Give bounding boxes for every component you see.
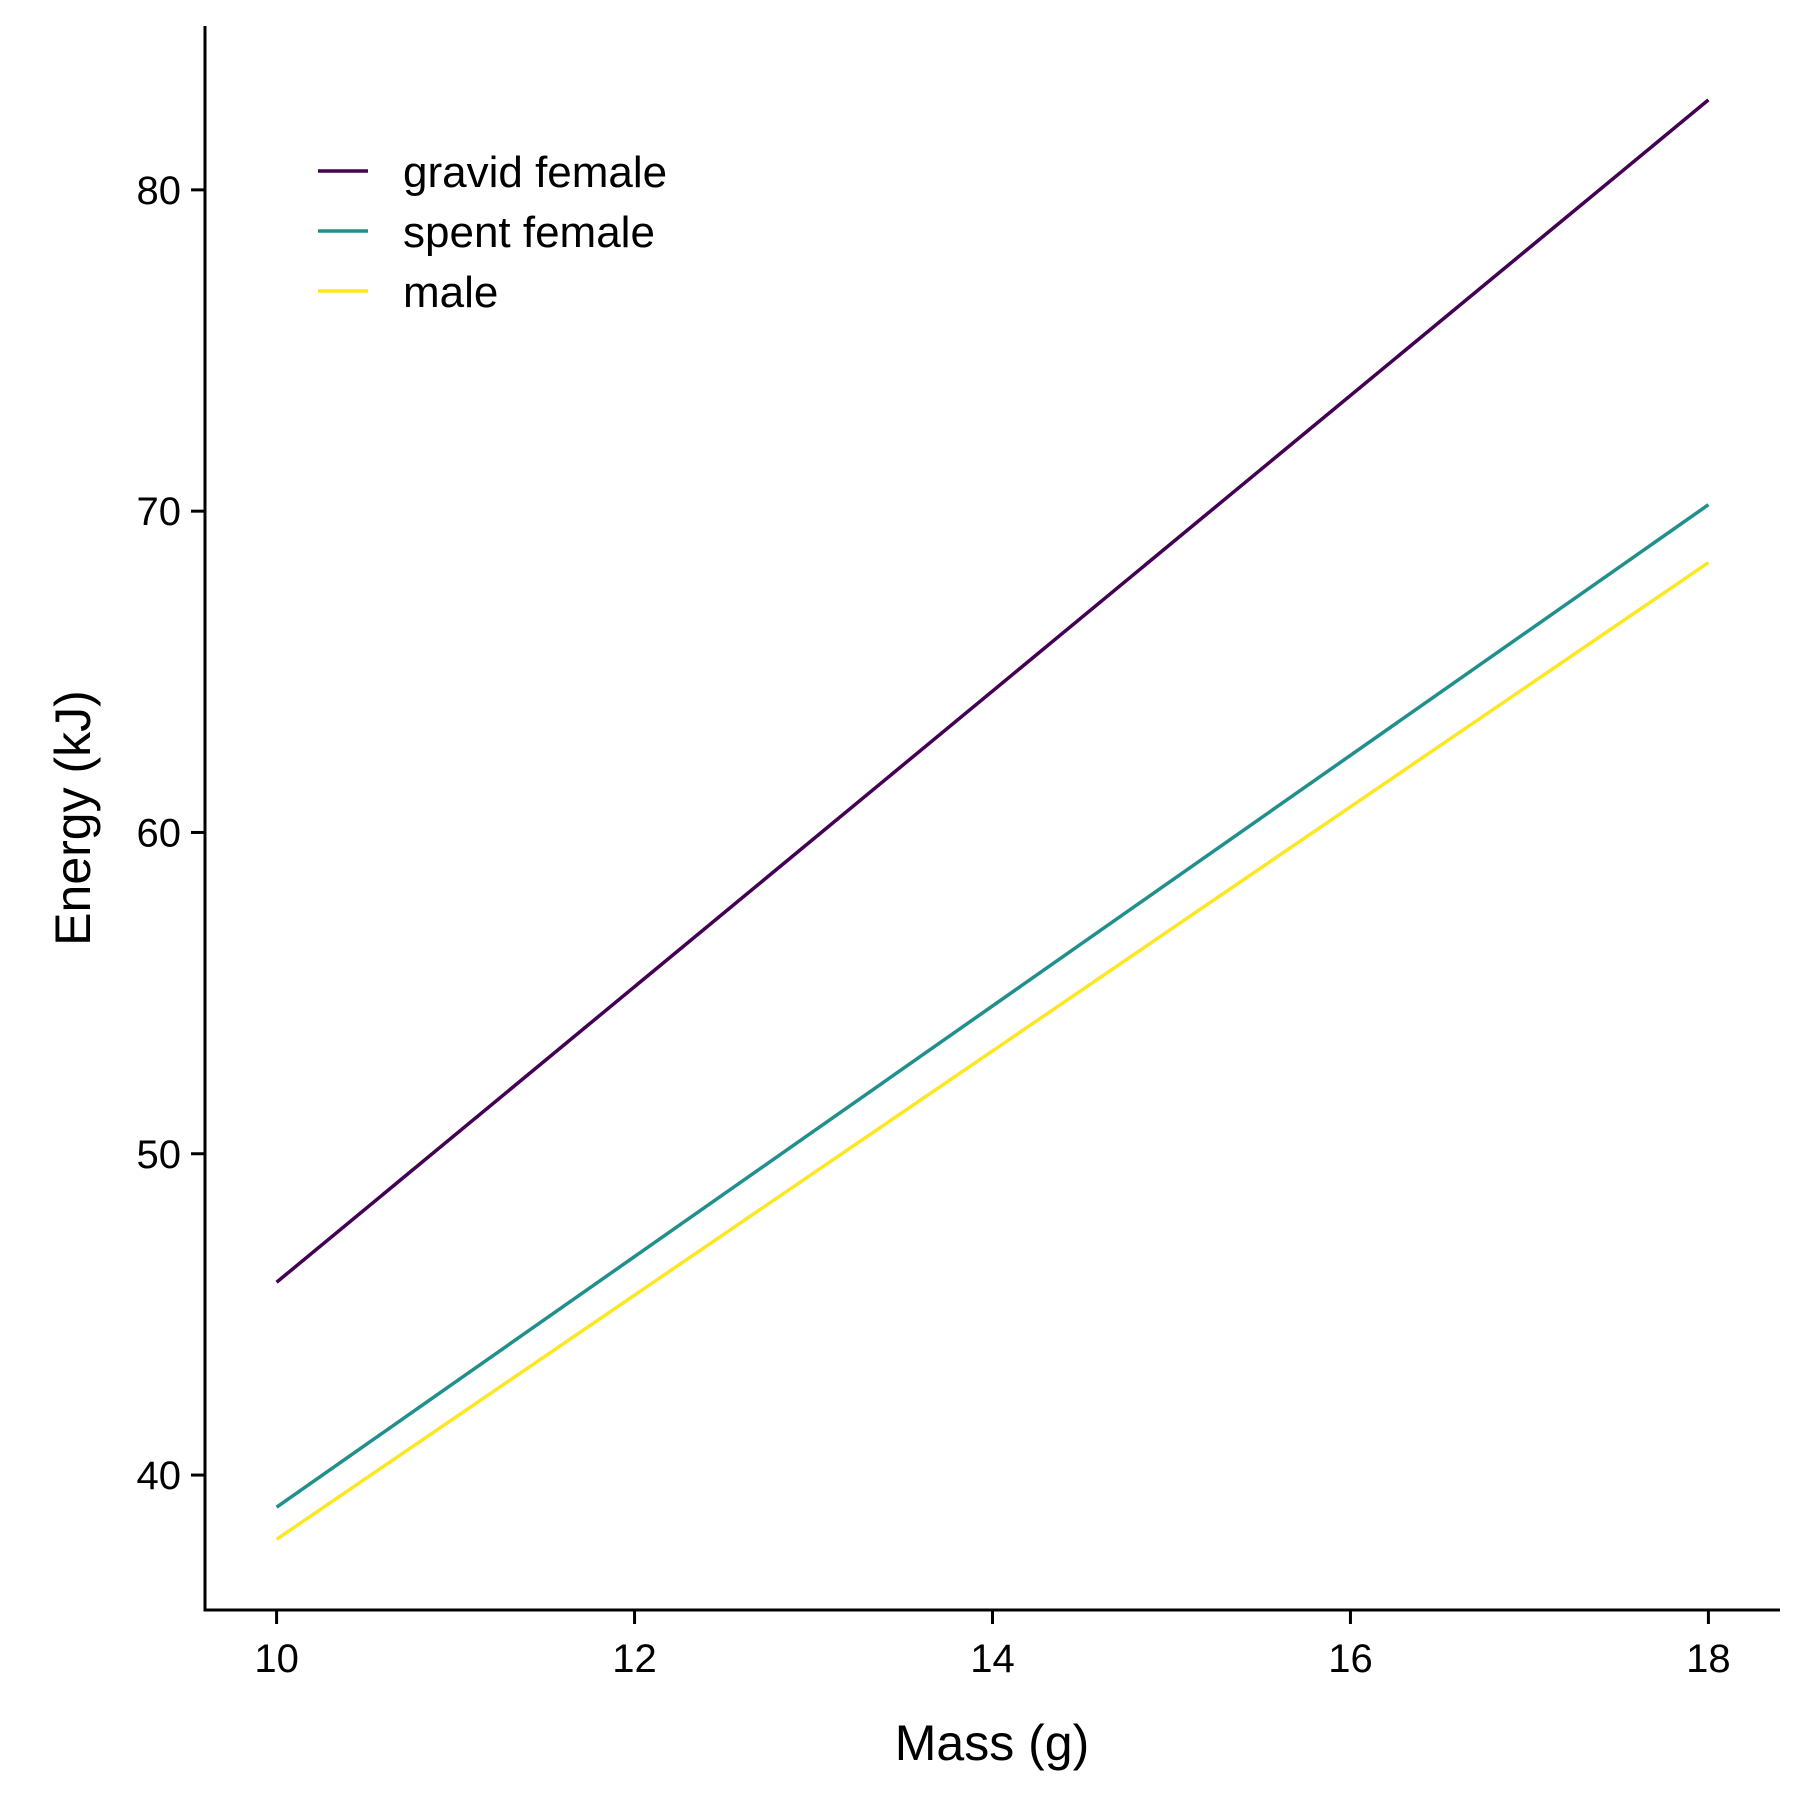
y-tick-label: 80: [137, 169, 182, 213]
plot-lines: [275, 98, 1710, 1541]
x-tick-label: 18: [1686, 1637, 1731, 1681]
series-line: [275, 503, 1710, 1509]
x-ticks: 10 12 14 16 18: [254, 1610, 1731, 1681]
series-line: [275, 98, 1710, 1284]
x-tick-label: 12: [612, 1637, 657, 1681]
series-line: [275, 561, 1710, 1541]
legend-label: spent female: [403, 208, 655, 257]
y-tick-label: 40: [137, 1454, 182, 1498]
legend-label: male: [403, 268, 498, 317]
x-tick-label: 14: [970, 1637, 1015, 1681]
y-tick-label: 50: [137, 1133, 182, 1177]
legend: gravid female spent female male: [318, 148, 667, 317]
x-axis-title: Mass (g): [895, 1715, 1089, 1771]
x-tick-label: 16: [1328, 1637, 1373, 1681]
y-ticks: 40 50 60 70 80: [137, 169, 205, 1498]
x-tick-label: 10: [254, 1637, 299, 1681]
y-tick-label: 60: [137, 811, 182, 855]
legend-label: gravid female: [403, 148, 667, 197]
y-axis-title: Energy (kJ): [45, 690, 101, 946]
y-tick-label: 70: [137, 490, 182, 534]
